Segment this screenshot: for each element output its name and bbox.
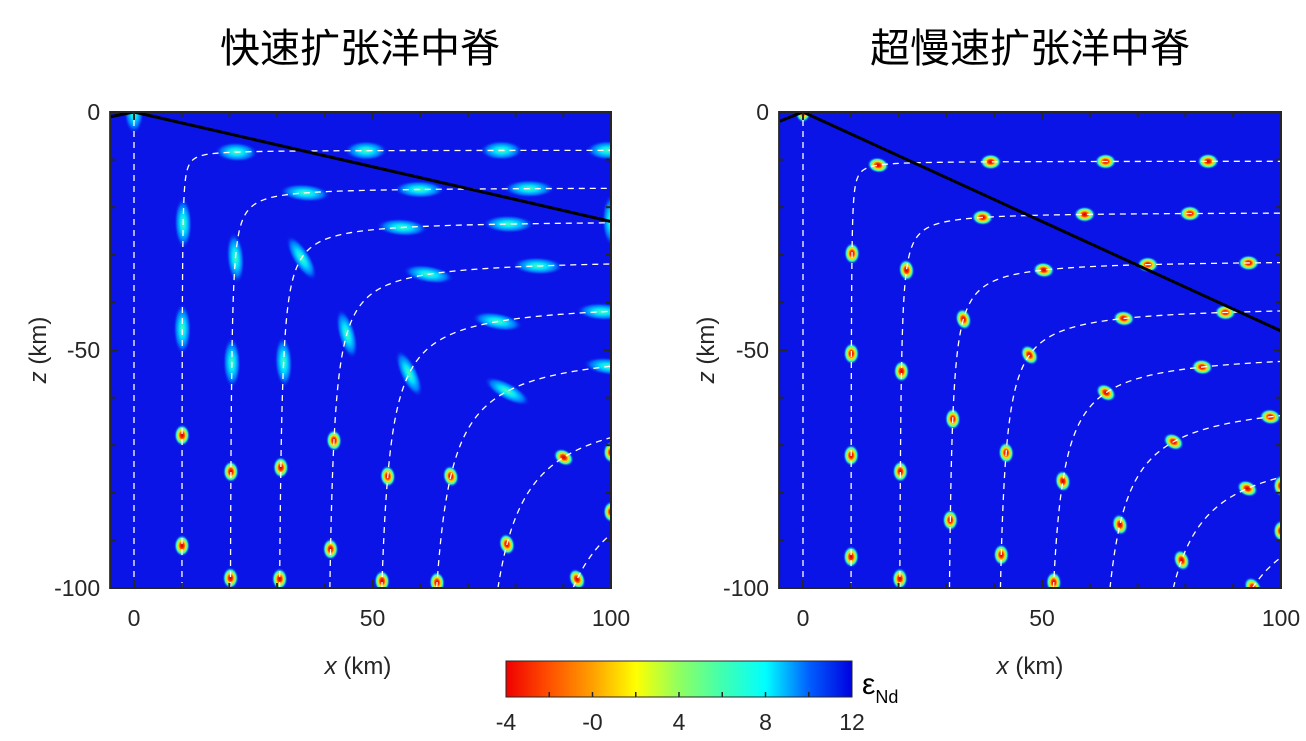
- y-tick-label: -50: [736, 337, 769, 363]
- streamline: [948, 259, 1281, 588]
- tracer-marker: [173, 302, 192, 355]
- tracer-marker: [867, 157, 890, 174]
- tracer-marker: [1111, 513, 1129, 536]
- tracer-marker: [483, 376, 531, 407]
- streamline: [850, 160, 1281, 588]
- colorbar-tick-label: 8: [759, 709, 772, 735]
- streamline: [1251, 485, 1281, 588]
- tracer-marker: [1095, 383, 1117, 402]
- streamline: [899, 211, 1281, 588]
- tracer-marker: [898, 259, 915, 281]
- y-axis-label: z (km): [25, 317, 52, 385]
- streamline: [1172, 440, 1281, 588]
- panel-title: 快速扩张洋中脊: [220, 27, 500, 71]
- tracer-marker: [272, 456, 289, 479]
- y-tick-label: 0: [87, 99, 100, 125]
- streamline: [181, 149, 611, 588]
- tracer-marker: [124, 112, 144, 134]
- colorbar: -4 -0 4 8 12 εNd: [496, 660, 898, 735]
- tracer-marker: [893, 360, 910, 383]
- streamline: [1109, 395, 1281, 588]
- x-tick-label: 0: [128, 605, 141, 631]
- tracer-marker: [274, 336, 293, 388]
- streamline: [329, 258, 611, 588]
- y-tick-label: -50: [67, 337, 100, 363]
- tracer-marker: [1271, 696, 1292, 721]
- boundary-line: [110, 112, 611, 223]
- tracer-marker: [1073, 206, 1096, 223]
- panel-title: 超慢速扩张洋中脊: [870, 27, 1190, 71]
- streamline: [381, 300, 611, 588]
- tracer-marker: [1054, 470, 1071, 493]
- x-axis-label: x (km): [324, 653, 392, 680]
- tracer-marker: [374, 570, 391, 588]
- plot-area: 0 50 100 0 -50 -100: [723, 99, 1300, 721]
- tracer-marker: [603, 500, 611, 523]
- x-tick-label: 100: [592, 605, 630, 631]
- tracer-marker: [1032, 261, 1055, 279]
- x-tick-label: 0: [797, 605, 810, 631]
- streamline: [497, 397, 611, 588]
- tracer-marker: [174, 424, 191, 447]
- tracer-marker: [568, 568, 586, 588]
- tracer-marker: [1173, 549, 1191, 571]
- tracer-marker: [679, 579, 706, 604]
- tracer-marker: [603, 441, 611, 464]
- panel-ultraslow: 超慢速扩张洋中脊 0 50 100 0 -50 -100 x (km) z (km): [693, 27, 1300, 721]
- tracer-marker: [1236, 479, 1258, 498]
- tracer-marker: [553, 448, 574, 467]
- panel-fast: 快速扩张洋中脊 0 50 100 0 -50 -100 x (km) z (km): [25, 27, 706, 680]
- tracer-marker: [979, 153, 1002, 170]
- tracer-marker: [585, 140, 611, 161]
- tracer-marker: [482, 215, 535, 234]
- boundary-line: [779, 112, 1281, 333]
- tracer-marker: [1273, 519, 1281, 542]
- x-axis-label: x (km): [996, 653, 1064, 680]
- y-axis-label: z (km): [693, 317, 720, 385]
- colorbar-tick-label: 4: [673, 709, 686, 735]
- tracer-marker: [1197, 153, 1220, 170]
- tracer-marker: [222, 460, 239, 483]
- colorbar-tick-label: -4: [496, 709, 517, 735]
- colorbar-gradient: [505, 660, 853, 698]
- tracer-marker: [891, 567, 908, 588]
- tracer-marker: [344, 140, 389, 161]
- tracer-marker: [173, 534, 190, 557]
- y-tick-label: -100: [54, 575, 100, 601]
- colorbar-label: εNd: [862, 668, 898, 707]
- streamline: [278, 220, 611, 588]
- tracer-marker: [843, 545, 860, 568]
- tracer-marker: [222, 567, 239, 588]
- x-tick-label: 100: [1262, 605, 1300, 631]
- x-tick-label: 50: [360, 605, 386, 631]
- y-tick-label: 0: [756, 99, 769, 125]
- tracer-marker: [395, 349, 423, 398]
- tracer-marker: [892, 460, 909, 483]
- streamline: [229, 187, 611, 588]
- x-tick-label: 50: [1029, 605, 1055, 631]
- y-tick-label: -100: [723, 575, 769, 601]
- colorbar-tick-label: -0: [582, 709, 602, 735]
- colorbar-tick-label: 12: [839, 709, 865, 735]
- plot-area: 0 50 100 0 -50 -100: [54, 99, 706, 631]
- streamline: [436, 345, 611, 588]
- tracer-marker: [1273, 474, 1281, 497]
- tracer-marker: [795, 112, 811, 123]
- tracer-marker: [271, 567, 288, 588]
